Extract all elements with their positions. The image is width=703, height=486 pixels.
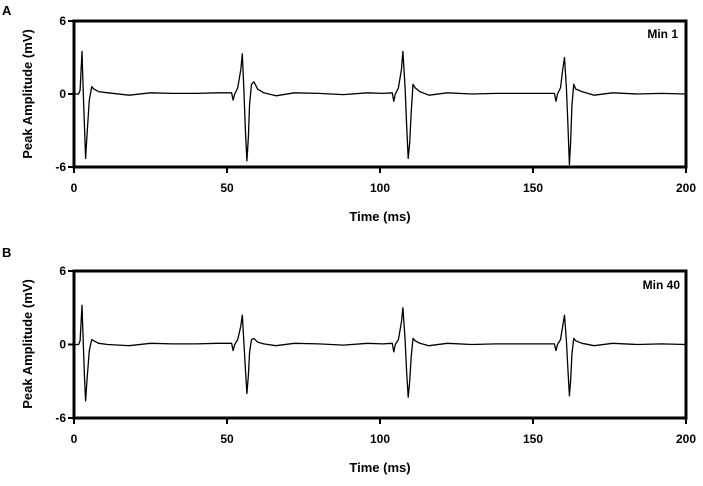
plot-frame-b [72,269,688,420]
x-tick-label-b: 200 [676,432,696,446]
plot-area-a: 0 50 100 150 200 -6 0 6 [55,14,696,195]
x-axis-title-b: Time (ms) [349,460,410,475]
x-tick-label-a: 150 [523,181,543,195]
y-axis-title-b: Peak Amplitude (mV) [20,279,35,409]
x-axis-title-a: Time (ms) [349,209,410,224]
x-tick-label-b: 50 [220,432,234,446]
x-tick-label-a: 100 [370,181,390,195]
panel-letter-a: A [2,3,12,18]
x-tick-label-a: 0 [71,181,78,195]
x-tick-label-a: 200 [676,181,696,195]
panel-b: B 0 50 100 150 200 -6 0 6 Min 40 Time (ms) Peak… [2,245,696,475]
ecg-trace-a [74,50,687,166]
y-tick-label-a: 6 [59,14,66,28]
panel-a: A 0 50 100 150 200 -6 0 6 Min 1 Time (ms) Peak … [2,3,696,224]
y-tick-label-b: 0 [59,338,66,352]
x-tick-label-b: 0 [71,432,78,446]
panel-letter-b: B [2,245,11,260]
y-tick-label-b: 6 [59,264,66,278]
plot-frame-a [72,19,688,169]
x-tick-label-b: 150 [523,432,543,446]
plot-area-b: 0 50 100 150 200 -6 0 6 [55,264,696,446]
recording-label-a: Min 1 [647,27,678,41]
y-tick-label-b: -6 [55,411,66,425]
y-tick-label-a: -6 [55,160,66,174]
ecg-trace-b [74,304,687,402]
x-tick-label-a: 50 [220,181,234,195]
y-axis-title-a: Peak Amplitude (mV) [20,29,35,159]
y-tick-label-a: 0 [59,87,66,101]
recording-label-b: Min 40 [643,278,681,292]
x-tick-label-b: 100 [370,432,390,446]
